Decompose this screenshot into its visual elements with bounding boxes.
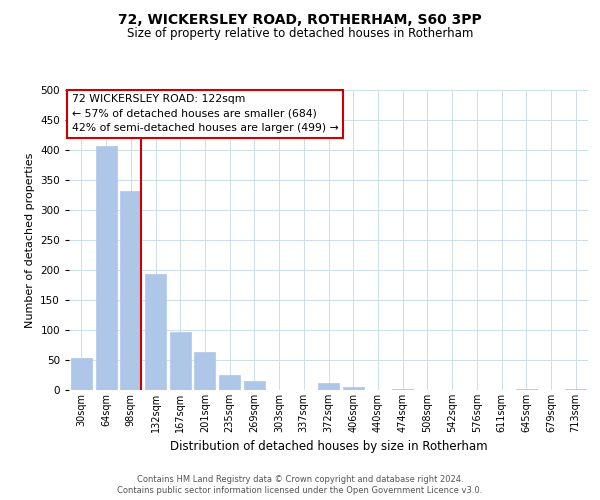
Bar	[219, 375, 240, 390]
Bar	[244, 381, 265, 390]
Bar	[120, 191, 141, 390]
Text: Size of property relative to detached houses in Rotherham: Size of property relative to detached ho…	[127, 28, 473, 40]
Bar	[343, 387, 364, 390]
Text: Contains public sector information licensed under the Open Government Licence v3: Contains public sector information licen…	[118, 486, 482, 495]
Bar	[145, 274, 166, 390]
X-axis label: Distribution of detached houses by size in Rotherham: Distribution of detached houses by size …	[170, 440, 487, 454]
Bar	[516, 389, 537, 390]
Bar	[71, 358, 92, 390]
Bar	[318, 384, 339, 390]
Text: Contains HM Land Registry data © Crown copyright and database right 2024.: Contains HM Land Registry data © Crown c…	[137, 475, 463, 484]
Y-axis label: Number of detached properties: Number of detached properties	[25, 152, 35, 328]
Bar	[392, 389, 413, 390]
Bar	[194, 352, 215, 390]
Text: 72 WICKERSLEY ROAD: 122sqm
← 57% of detached houses are smaller (684)
42% of sem: 72 WICKERSLEY ROAD: 122sqm ← 57% of deta…	[71, 94, 338, 134]
Bar	[170, 332, 191, 390]
Bar	[95, 146, 116, 390]
Text: 72, WICKERSLEY ROAD, ROTHERHAM, S60 3PP: 72, WICKERSLEY ROAD, ROTHERHAM, S60 3PP	[118, 12, 482, 26]
Bar	[565, 389, 586, 390]
